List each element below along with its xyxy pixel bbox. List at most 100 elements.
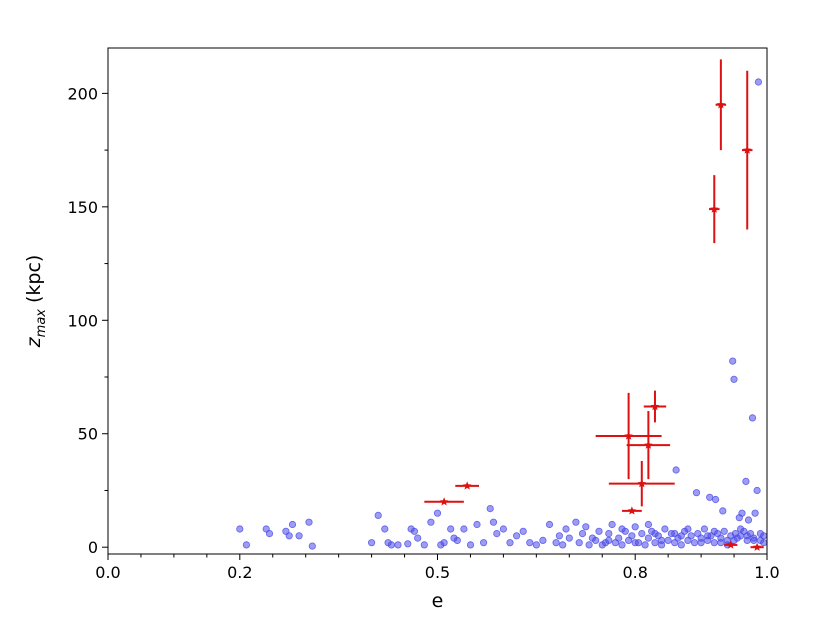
data-point-circle bbox=[618, 525, 626, 533]
data-point-star bbox=[627, 506, 637, 515]
data-point-star bbox=[752, 542, 762, 551]
data-point-star bbox=[650, 402, 660, 411]
data-point-circle bbox=[687, 532, 695, 540]
data-point-circle bbox=[736, 525, 745, 533]
data-point-circle bbox=[754, 78, 763, 86]
data-point-circle bbox=[700, 525, 709, 533]
data-point-circle bbox=[719, 507, 727, 515]
data-point-circle bbox=[748, 414, 757, 422]
data-point-circle bbox=[506, 539, 514, 547]
data-point-circle bbox=[744, 516, 753, 524]
data-point-circle bbox=[236, 525, 244, 533]
data-point-star bbox=[462, 481, 472, 490]
data-point-star bbox=[624, 431, 633, 440]
data-point-circle bbox=[575, 539, 583, 547]
data-point-circle bbox=[545, 520, 554, 529]
data-point-circle bbox=[706, 493, 714, 501]
data-point-circle bbox=[743, 532, 751, 540]
data-point-star bbox=[637, 479, 647, 488]
x-axis-ticks: 0.0 0.2 0.5 0.8 1.0 bbox=[95, 554, 780, 582]
data-point-circle bbox=[684, 525, 692, 533]
data-point-circle bbox=[381, 525, 389, 533]
data-point-circle bbox=[618, 541, 626, 549]
data-point-circle bbox=[730, 536, 738, 545]
data-point-circle bbox=[578, 529, 587, 538]
data-point-circle bbox=[489, 518, 498, 526]
data-point-circle bbox=[615, 534, 623, 542]
data-point-circle bbox=[285, 532, 293, 540]
data-point-circle bbox=[479, 539, 488, 547]
data-point-circle bbox=[720, 527, 728, 535]
plot-frame bbox=[107, 47, 768, 555]
data-point-circle bbox=[565, 534, 573, 542]
data-point-circle bbox=[641, 541, 649, 549]
data-point-circle bbox=[756, 536, 765, 545]
data-point-circle bbox=[433, 509, 442, 517]
data-point-star bbox=[716, 100, 726, 109]
data-point-circle bbox=[526, 539, 534, 547]
data-point-circle bbox=[420, 541, 428, 549]
data-point-circle bbox=[711, 495, 720, 504]
data-point-circle bbox=[288, 520, 297, 529]
data-point-circle bbox=[460, 525, 468, 533]
data-point-circle bbox=[427, 518, 435, 526]
data-points-layer bbox=[236, 78, 768, 550]
x-tick-label: 0.5 bbox=[425, 563, 450, 582]
data-point-circle bbox=[664, 536, 672, 545]
y-axis-label-main: z bbox=[23, 336, 45, 348]
y-axis-ticks: 0 50 100 150 200 bbox=[67, 84, 108, 557]
data-point-circle bbox=[692, 489, 701, 497]
data-point-circle bbox=[592, 536, 600, 545]
data-point-circle bbox=[559, 541, 567, 549]
data-point-circle bbox=[486, 504, 494, 513]
data-point-circle bbox=[631, 539, 639, 547]
data-point-circle bbox=[519, 527, 527, 535]
y-tick-label: 0 bbox=[88, 538, 98, 557]
data-point-circle bbox=[440, 539, 448, 547]
data-point-star bbox=[710, 204, 719, 213]
data-point-circle bbox=[730, 375, 738, 383]
data-point-circle bbox=[473, 520, 481, 529]
x-tick-label: 0.8 bbox=[622, 563, 647, 582]
data-point-circle bbox=[638, 529, 646, 538]
data-point-circle bbox=[394, 541, 402, 549]
data-point-circle bbox=[738, 509, 746, 517]
data-point-circle bbox=[447, 525, 455, 533]
data-point-circle bbox=[697, 539, 705, 547]
data-point-circle bbox=[631, 523, 639, 531]
data-point-circle bbox=[532, 541, 541, 549]
data-point-circle bbox=[661, 525, 669, 533]
data-point-circle bbox=[265, 529, 274, 538]
data-point-circle bbox=[651, 529, 659, 538]
x-tick-label: 0.0 bbox=[95, 563, 120, 582]
data-point-circle bbox=[677, 532, 685, 540]
x-tick-label: 0.2 bbox=[227, 563, 252, 582]
data-point-circle bbox=[374, 511, 382, 520]
data-point-circle bbox=[539, 536, 547, 545]
data-point-circle bbox=[242, 541, 250, 549]
data-point-circle bbox=[672, 466, 680, 474]
y-tick-label: 150 bbox=[67, 198, 98, 217]
data-point-circle bbox=[585, 541, 593, 549]
x-axis-label: e bbox=[432, 590, 444, 612]
data-point-circle bbox=[605, 536, 613, 545]
data-point-circle bbox=[367, 539, 376, 547]
data-point-circle bbox=[751, 509, 759, 517]
data-point-circle bbox=[466, 541, 475, 549]
data-point-circle bbox=[704, 532, 712, 540]
data-point-circle bbox=[671, 529, 679, 538]
data-point-circle bbox=[562, 525, 570, 533]
data-point-circle bbox=[414, 534, 422, 542]
data-point-circle bbox=[493, 529, 501, 538]
data-point-circle bbox=[605, 529, 613, 538]
data-point-circle bbox=[595, 527, 603, 535]
data-point-circle bbox=[305, 518, 313, 526]
data-point-circle bbox=[717, 539, 725, 547]
data-point-circle bbox=[453, 536, 461, 545]
data-point-circle bbox=[710, 539, 718, 547]
data-point-circle bbox=[628, 532, 636, 540]
data-point-circle bbox=[410, 527, 418, 535]
data-point-circle bbox=[295, 532, 303, 540]
data-point-circle bbox=[404, 540, 412, 548]
